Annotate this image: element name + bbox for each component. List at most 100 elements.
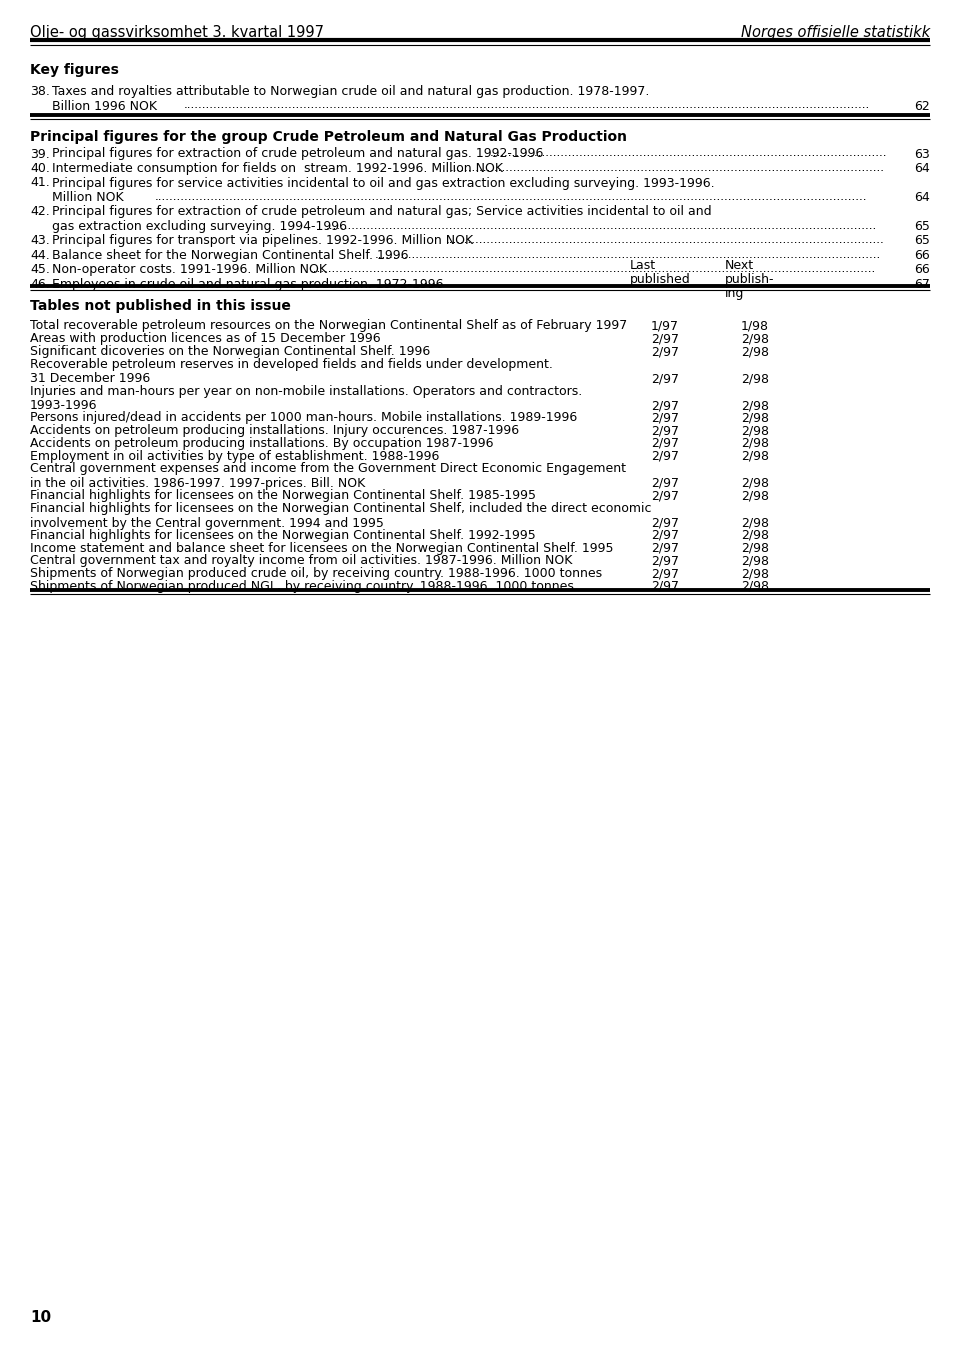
Text: Norges offisielle statistikk: Norges offisielle statistikk: [741, 26, 930, 40]
Text: ing: ing: [725, 288, 744, 300]
Text: 2/98: 2/98: [741, 412, 769, 425]
Text: Non-operator costs. 1991-1996. Million NOK: Non-operator costs. 1991-1996. Million N…: [52, 264, 327, 277]
Text: 65: 65: [914, 234, 930, 247]
Text: 10: 10: [30, 1310, 51, 1325]
Text: 2/97: 2/97: [651, 437, 679, 451]
Text: 2/98: 2/98: [741, 516, 769, 530]
Text: ................................................................................: ........................................…: [325, 219, 876, 231]
Text: 31 December 1996: 31 December 1996: [30, 373, 151, 385]
Text: Total recoverable petroleum resources on the Norwegian Continental Shelf as of F: Total recoverable petroleum resources on…: [30, 320, 627, 332]
Text: 39.: 39.: [30, 148, 50, 160]
Text: 42.: 42.: [30, 206, 50, 218]
Text: 67: 67: [914, 278, 930, 291]
Text: 2/98: 2/98: [741, 373, 769, 385]
Text: gas extraction excluding surveying. 1994-1996: gas extraction excluding surveying. 1994…: [52, 221, 347, 233]
Text: ................................................................................: ........................................…: [450, 161, 885, 174]
Text: 2/98: 2/98: [741, 580, 769, 593]
Text: 1/98: 1/98: [741, 320, 769, 332]
Text: 2/97: 2/97: [651, 568, 679, 580]
Text: 44.: 44.: [30, 249, 50, 262]
Text: Financial highlights for licensees on the Norwegian Continental Shelf. 1992-1995: Financial highlights for licensees on th…: [30, 529, 536, 542]
Text: ................................................................................: ........................................…: [155, 190, 868, 203]
Text: 2/97: 2/97: [651, 477, 679, 490]
Text: Employment in oil activities by type of establishment. 1988-1996: Employment in oil activities by type of …: [30, 449, 440, 463]
Text: Income statement and balance sheet for licensees on the Norwegian Continental Sh: Income statement and balance sheet for l…: [30, 542, 613, 554]
Text: Billion 1996 NOK: Billion 1996 NOK: [52, 100, 157, 113]
Text: 41.: 41.: [30, 176, 50, 190]
Text: 2/97: 2/97: [651, 332, 679, 346]
Text: in the oil activities. 1986-1997. 1997-prices. Bill. NOK: in the oil activities. 1986-1997. 1997-p…: [30, 477, 365, 490]
Text: 66: 66: [914, 264, 930, 277]
Text: Recoverable petroleum reserves in developed fields and fields under development.: Recoverable petroleum reserves in develo…: [30, 358, 553, 371]
Text: 2/98: 2/98: [741, 424, 769, 437]
Text: Balance sheet for the Norwegian Continental Shelf. 1996: Balance sheet for the Norwegian Continen…: [52, 249, 409, 262]
Text: 2/97: 2/97: [651, 399, 679, 412]
Text: 2/97: 2/97: [651, 373, 679, 385]
Text: 64: 64: [914, 191, 930, 204]
Text: 2/98: 2/98: [741, 554, 769, 568]
Text: 43.: 43.: [30, 234, 50, 247]
Text: 2/97: 2/97: [651, 449, 679, 463]
Text: 63: 63: [914, 148, 930, 160]
Text: 2/97: 2/97: [651, 580, 679, 593]
Text: Central government tax and royalty income from oil activities. 1987-1996. Millio: Central government tax and royalty incom…: [30, 554, 572, 568]
Text: 46.: 46.: [30, 278, 50, 291]
Text: 45.: 45.: [30, 264, 50, 277]
Text: 2/97: 2/97: [651, 516, 679, 530]
Text: Significant dicoveries on the Norwegian Continental Shelf. 1996: Significant dicoveries on the Norwegian …: [30, 346, 430, 358]
Text: ................................................................................: ........................................…: [184, 98, 870, 112]
Text: Areas with production licences as of 15 December 1996: Areas with production licences as of 15 …: [30, 332, 380, 346]
Text: Million NOK: Million NOK: [52, 191, 124, 204]
Text: published: published: [630, 273, 691, 286]
Text: 2/97: 2/97: [651, 542, 679, 554]
Text: 2/97: 2/97: [651, 424, 679, 437]
Text: Principal figures for the group Crude Petroleum and Natural Gas Production: Principal figures for the group Crude Pe…: [30, 129, 627, 144]
Text: Persons injured/dead in accidents per 1000 man-hours. Mobile installations. 1989: Persons injured/dead in accidents per 10…: [30, 412, 577, 425]
Text: 66: 66: [914, 249, 930, 262]
Text: Intermediate consumption for fields on  stream. 1992-1996. Million NOK: Intermediate consumption for fields on s…: [52, 161, 503, 175]
Text: 2/97: 2/97: [651, 529, 679, 542]
Text: ................................................................................: ........................................…: [310, 262, 876, 276]
Text: Principal figures for extraction of crude petroleum and natural gas. 1992-1996: Principal figures for extraction of crud…: [52, 148, 543, 160]
Text: Central government expenses and income from the Government Direct Economic Engag: Central government expenses and income f…: [30, 463, 626, 476]
Text: Principal figures for transport via pipelines. 1992-1996. Million NOK: Principal figures for transport via pipe…: [52, 234, 473, 247]
Text: 65: 65: [914, 221, 930, 233]
Text: Shipments of Norwegian produced crude oil, by receiving country. 1988-1996. 1000: Shipments of Norwegian produced crude oi…: [30, 568, 602, 580]
Text: ................................................................................: ........................................…: [490, 147, 887, 160]
Text: Next: Next: [725, 260, 755, 273]
Text: 2/98: 2/98: [741, 332, 769, 346]
Text: 1993-1996: 1993-1996: [30, 399, 98, 412]
Text: Principal figures for extraction of crude petroleum and natural gas; Service act: Principal figures for extraction of crud…: [52, 206, 711, 218]
Text: 2/98: 2/98: [741, 490, 769, 502]
Text: 2/98: 2/98: [741, 477, 769, 490]
Text: Tables not published in this issue: Tables not published in this issue: [30, 300, 291, 313]
Text: 2/98: 2/98: [741, 346, 769, 358]
Text: 2/97: 2/97: [651, 490, 679, 502]
Text: ................................................................................: ........................................…: [445, 234, 884, 246]
Text: ................................................................................: ........................................…: [374, 247, 881, 261]
Text: 64: 64: [914, 161, 930, 175]
Text: 38.: 38.: [30, 85, 50, 98]
Text: Injuries and man-hours per year on non-mobile installations. Operators and contr: Injuries and man-hours per year on non-m…: [30, 385, 583, 398]
Text: 2/98: 2/98: [741, 529, 769, 542]
Text: 2/98: 2/98: [741, 399, 769, 412]
Text: 2/98: 2/98: [741, 542, 769, 554]
Text: 62: 62: [914, 100, 930, 113]
Text: 2/97: 2/97: [651, 346, 679, 358]
Text: 2/98: 2/98: [741, 449, 769, 463]
Text: Taxes and royalties attributable to Norwegian crude oil and natural gas producti: Taxes and royalties attributable to Norw…: [52, 85, 649, 98]
Text: Key figures: Key figures: [30, 63, 119, 77]
Text: Principal figures for service activities incidental to oil and gas extraction ex: Principal figures for service activities…: [52, 176, 714, 190]
Text: Olje- og gassvirksomhet 3. kvartal 1997: Olje- og gassvirksomhet 3. kvartal 1997: [30, 26, 324, 40]
Text: 2/98: 2/98: [741, 568, 769, 580]
Text: Accidents on petroleum producing installations. By occupation 1987-1996: Accidents on petroleum producing install…: [30, 437, 493, 451]
Text: 2/97: 2/97: [651, 554, 679, 568]
Text: ................................................................................: ........................................…: [399, 277, 883, 291]
Text: 2/98: 2/98: [741, 437, 769, 451]
Text: Financial highlights for licensees on the Norwegian Continental Shelf. 1985-1995: Financial highlights for licensees on th…: [30, 490, 536, 502]
Text: Employees in crude oil and natural gas production. 1972-1996: Employees in crude oil and natural gas p…: [52, 278, 444, 291]
Text: Shipments of Norwegian produced NGL, by receiving country. 1988-1996. 1000 tonne: Shipments of Norwegian produced NGL, by …: [30, 580, 574, 593]
Text: Financial highlights for licensees on the Norwegian Continental Shelf, included : Financial highlights for licensees on th…: [30, 502, 652, 515]
Text: 2/97: 2/97: [651, 412, 679, 425]
Text: publish-: publish-: [725, 273, 775, 286]
